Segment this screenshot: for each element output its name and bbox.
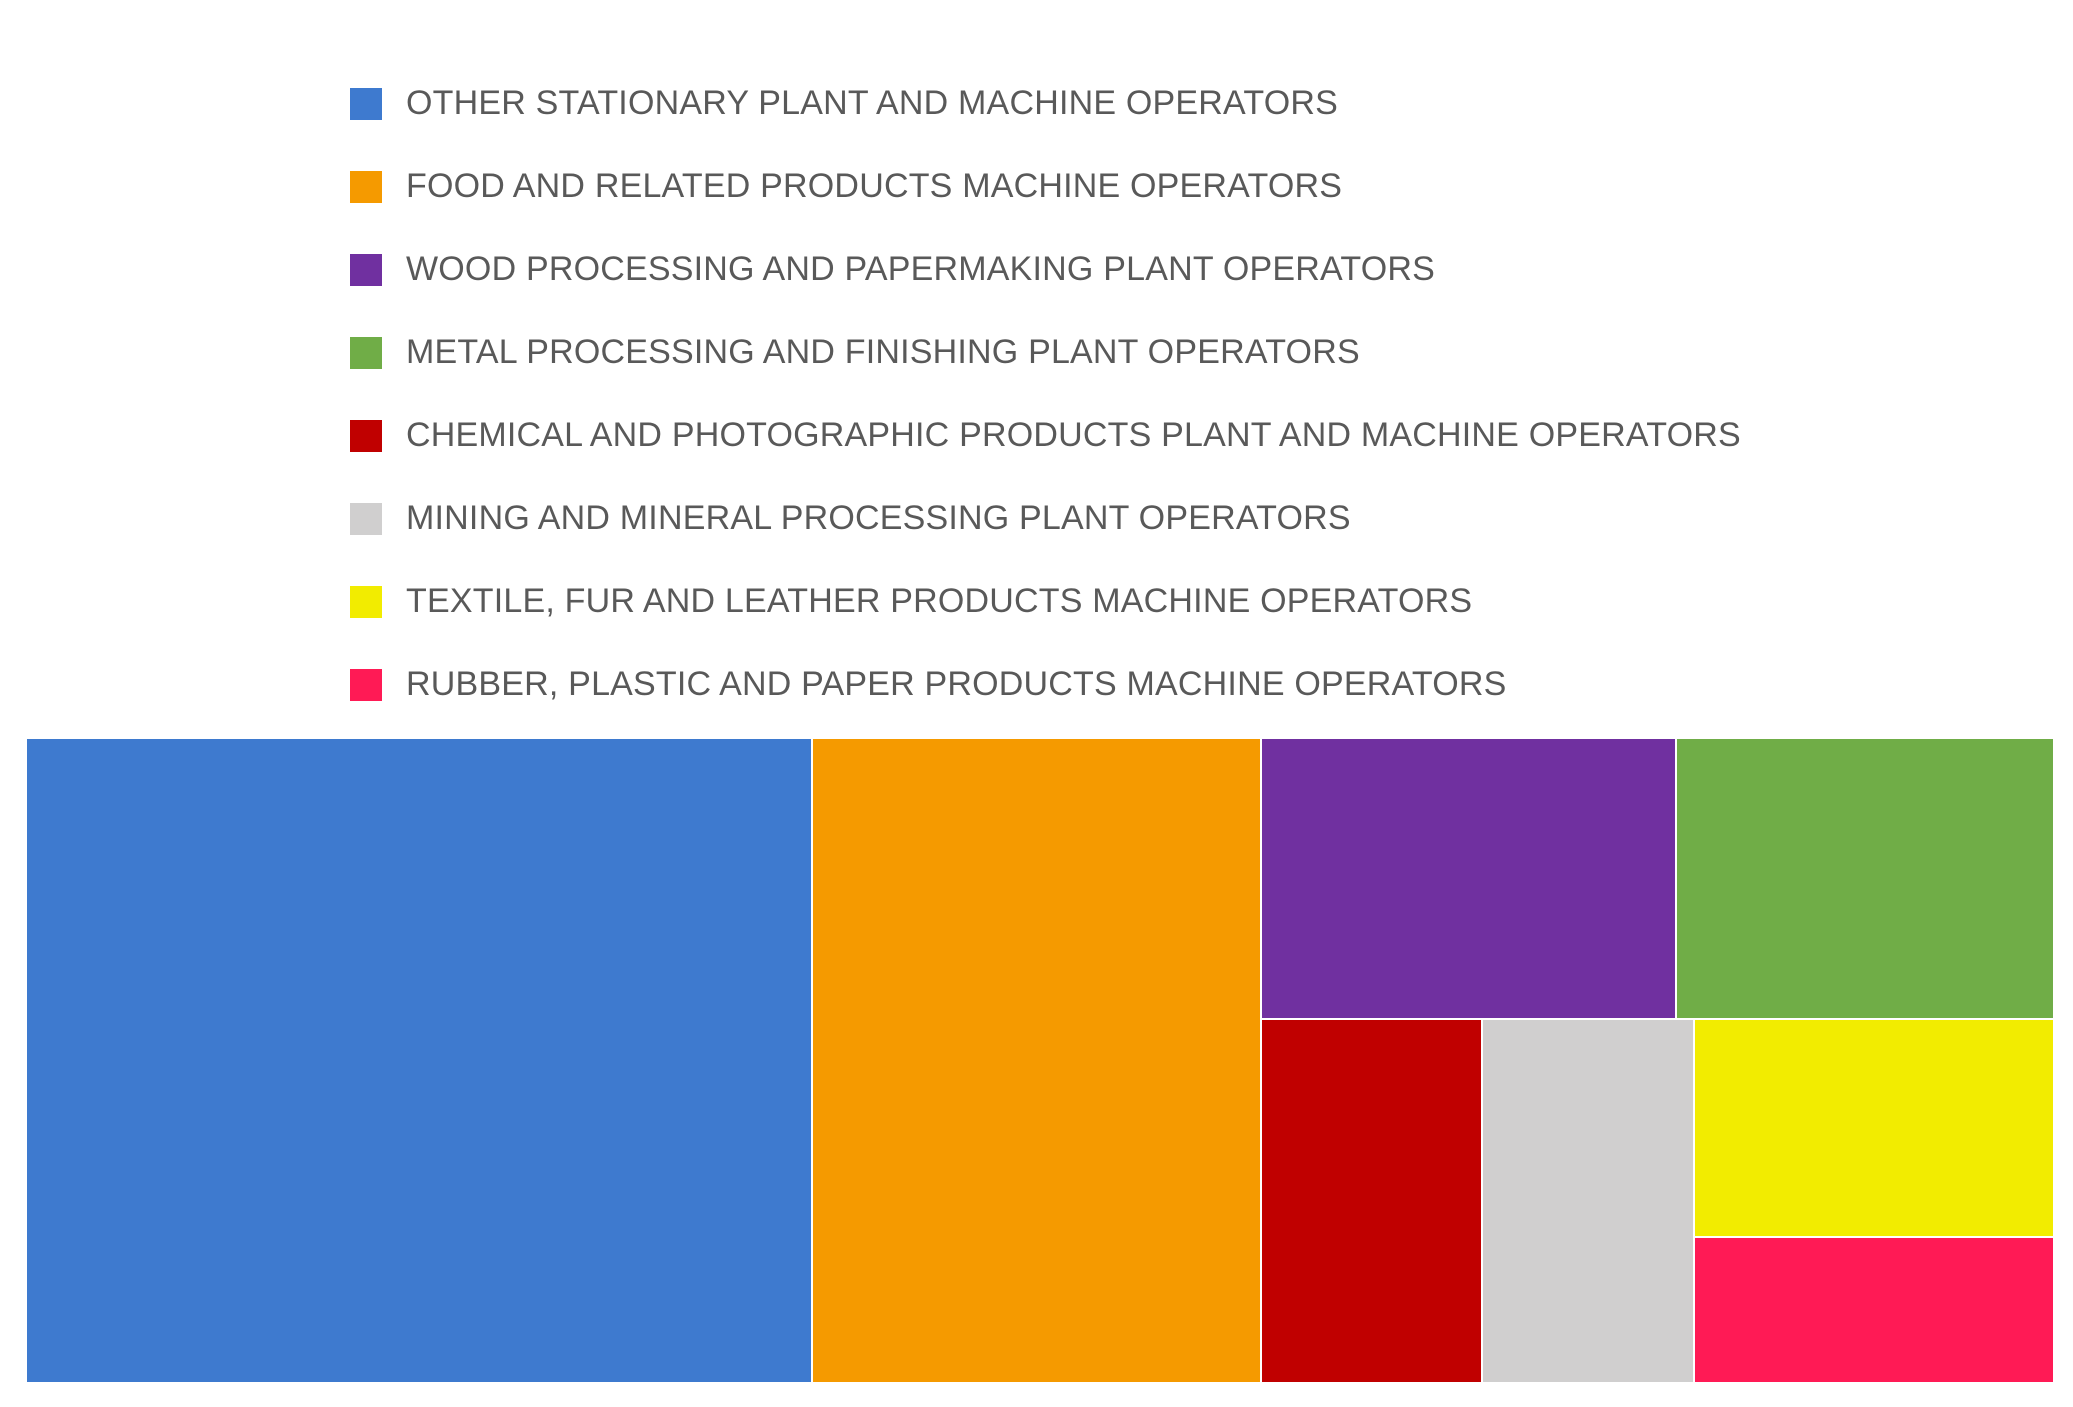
legend-label: CHEMICAL AND PHOTOGRAPHIC PRODUCTS PLANT…	[406, 416, 1741, 454]
legend-swatch	[350, 668, 382, 701]
legend-item: FOOD AND RELATED PRODUCTS MACHINE OPERAT…	[350, 145, 1741, 228]
legend-swatch	[350, 87, 382, 120]
legend-label: MINING AND MINERAL PROCESSING PLANT OPER…	[406, 499, 1351, 537]
legend-label: TEXTILE, FUR AND LEATHER PRODUCTS MACHIN…	[406, 582, 1473, 620]
legend-swatch	[350, 419, 382, 452]
chart-legend: OTHER STATIONARY PLANT AND MACHINE OPERA…	[350, 62, 1741, 726]
legend-label: RUBBER, PLASTIC AND PAPER PRODUCTS MACHI…	[406, 665, 1507, 703]
treemap-tile	[1261, 738, 1676, 1020]
legend-swatch	[350, 253, 382, 286]
legend-swatch	[350, 502, 382, 535]
treemap-plot	[26, 738, 2054, 1383]
legend-swatch	[350, 585, 382, 618]
treemap-tile	[1675, 738, 2054, 1020]
legend-item: RUBBER, PLASTIC AND PAPER PRODUCTS MACHI…	[350, 643, 1741, 726]
treemap-tile	[1693, 1019, 2054, 1238]
legend-item: OTHER STATIONARY PLANT AND MACHINE OPERA…	[350, 62, 1741, 145]
legend-label: OTHER STATIONARY PLANT AND MACHINE OPERA…	[406, 84, 1339, 122]
legend-swatch	[350, 336, 382, 369]
treemap-tile	[1693, 1237, 2054, 1383]
legend-label: WOOD PROCESSING AND PAPERMAKING PLANT OP…	[406, 250, 1435, 288]
legend-item: METAL PROCESSING AND FINISHING PLANT OPE…	[350, 311, 1741, 394]
legend-label: METAL PROCESSING AND FINISHING PLANT OPE…	[406, 333, 1360, 371]
legend-label: FOOD AND RELATED PRODUCTS MACHINE OPERAT…	[406, 167, 1343, 205]
treemap-tile	[1481, 1019, 1694, 1383]
legend-item: TEXTILE, FUR AND LEATHER PRODUCTS MACHIN…	[350, 560, 1741, 643]
legend-swatch	[350, 170, 382, 203]
treemap-tile	[811, 738, 1262, 1383]
treemap-tile	[26, 738, 812, 1383]
treemap-tile	[1261, 1019, 1482, 1383]
legend-item: CHEMICAL AND PHOTOGRAPHIC PRODUCTS PLANT…	[350, 394, 1741, 477]
legend-item: MINING AND MINERAL PROCESSING PLANT OPER…	[350, 477, 1741, 560]
legend-item: WOOD PROCESSING AND PAPERMAKING PLANT OP…	[350, 228, 1741, 311]
